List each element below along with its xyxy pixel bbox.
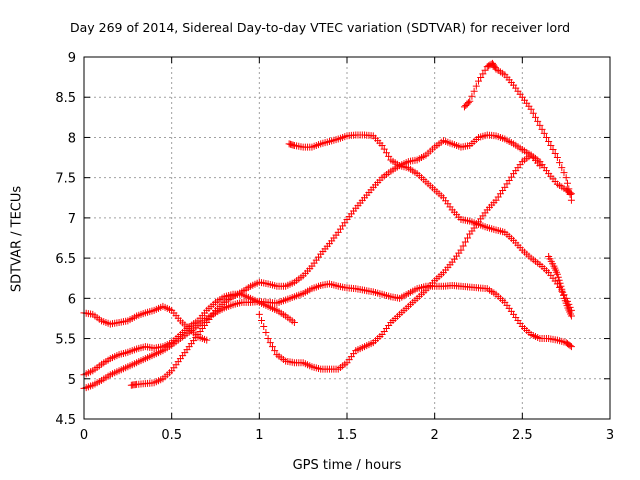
data-point [553,154,561,162]
data-point [549,146,557,154]
data-point [565,185,573,193]
y-axis-label: SDTVAR / TECUs [9,185,25,293]
series-4 [127,131,544,389]
data-point [567,190,575,198]
y-tick-label: 4.5 [55,413,76,428]
data-point [271,347,279,355]
x-tick-label: 0.5 [161,428,182,443]
data-point [536,121,544,129]
data-point [567,312,575,320]
series-6 [255,151,575,373]
data-point [464,99,472,107]
data-point [542,133,550,141]
data-point [260,322,268,330]
data-point [560,291,568,299]
data-point [551,150,559,158]
y-tick-label: 8 [68,131,76,146]
data-points [80,59,575,392]
data-point [203,336,211,344]
data-point [553,270,561,278]
data-point [534,117,542,125]
data-point [268,343,276,351]
data-point [461,238,469,246]
data-point [477,74,485,82]
data-point [556,159,564,167]
data-point [385,152,393,160]
data-point [566,342,574,350]
data-point [290,318,298,326]
data-point [262,329,270,337]
data-point [558,285,566,293]
data-point [560,169,568,177]
data-point [457,246,465,254]
y-tick-label: 5 [68,373,76,388]
x-tick-label: 3 [606,428,614,443]
series-3 [80,280,575,392]
data-point [531,113,539,121]
data-point [382,149,390,157]
axis-ticks: 0 0.5 1 1.5 2 2.5 3 4.5 5 5.5 6 6.5 7 7.5 8 8.5 9 [55,51,614,443]
chart-title: Day 269 of 2014, Sidereal Day-to-day VTE… [69,20,571,35]
data-point [563,179,571,187]
series-8 [545,253,575,320]
data-point [266,339,274,347]
data-point [566,191,574,199]
data-point [567,196,575,204]
data-point [475,77,482,85]
y-tick-label: 7 [68,212,76,227]
data-point [555,276,563,284]
x-tick-label: 1 [255,428,263,443]
series-1 [80,302,211,344]
data-point [470,87,478,95]
grid-lines [84,57,610,419]
y-tick-label: 9 [68,51,76,66]
data-point [466,97,474,105]
data-point [558,164,566,172]
data-point [545,137,553,145]
data-point [547,141,555,149]
data-point [258,316,266,324]
data-point [538,125,546,133]
data-point [255,310,263,318]
data-point [554,273,562,281]
data-point [264,335,272,343]
data-point [479,70,487,78]
data-point [468,92,476,100]
x-axis-label: GPS time / hours [292,458,402,473]
data-point [464,234,472,242]
data-point [557,282,565,290]
data-point [472,82,480,90]
data-point [481,66,489,74]
series-7 [460,59,575,204]
data-point [556,279,564,287]
x-tick-label: 0 [80,428,88,443]
data-point [559,288,567,296]
data-point [380,145,388,153]
x-tick-label: 2.5 [512,428,533,443]
data-point [527,105,535,113]
data-point [378,141,386,149]
data-point [540,129,548,137]
data-point [562,174,570,182]
x-tick-label: 2 [431,428,439,443]
plot-frame [83,56,611,420]
y-tick-label: 7.5 [55,172,76,187]
data-point [459,242,467,250]
y-tick-label: 8.5 [55,91,76,106]
x-tick-label: 1.5 [337,428,358,443]
y-tick-label: 6 [68,292,76,307]
data-point [529,109,537,117]
data-point [567,343,575,351]
y-tick-label: 6.5 [55,252,76,267]
y-tick-label: 5.5 [55,333,76,348]
